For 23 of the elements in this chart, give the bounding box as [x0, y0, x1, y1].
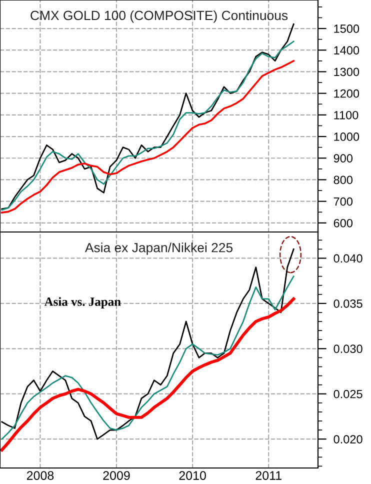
x-tick-label: 2011 [256, 471, 282, 480]
y-tick-label: 1000 [334, 132, 360, 141]
y-tick-label: 0.020 [334, 435, 362, 444]
y-tick-label: 1300 [334, 68, 360, 76]
x-tick-label: 2008 [26, 471, 54, 480]
annotation: Asia vs. Japan [44, 297, 121, 308]
y-tick-label: 1400 [334, 46, 360, 55]
y-tick-label: 1100 [334, 110, 358, 120]
y-tick-label: 700 [334, 197, 353, 206]
y-tick-label: 1500 [334, 24, 360, 33]
text: CMX GOLD 100 (COMPOSITE) Continuous [30, 10, 288, 23]
y-tick-label: 0.035 [334, 299, 362, 308]
text: Asia ex Japan/Nikkei 225 [84, 242, 233, 255]
y-tick-label: 0.025 [334, 390, 362, 398]
y-tick-label: 1200 [334, 89, 360, 98]
y-tick-label: 600 [334, 218, 353, 228]
x-tick-label: 2009 [103, 471, 130, 480]
y-tick-label: 0.040 [334, 254, 362, 263]
y-tick-label: 800 [334, 176, 353, 184]
line-series [0, 297, 296, 452]
y-tick-label: 0.030 [334, 344, 362, 354]
x-tick-label: 2010 [179, 471, 206, 480]
y-tick-label: 900 [334, 154, 353, 163]
